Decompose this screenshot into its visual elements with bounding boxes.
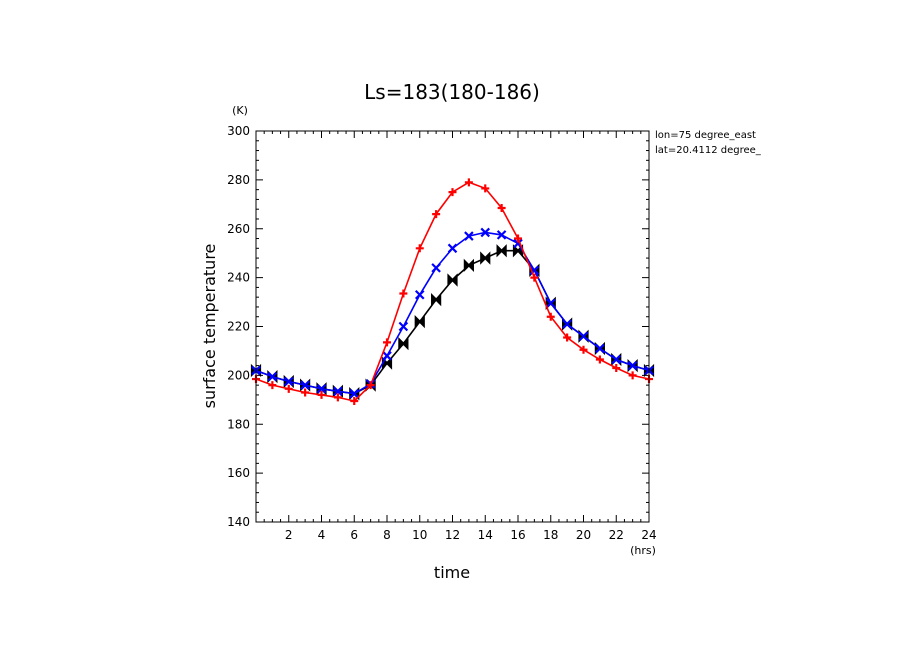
- series-line: [255, 231, 650, 395]
- data-point: [579, 345, 588, 354]
- data-point: [595, 355, 604, 364]
- data-point: [383, 338, 391, 347]
- x-tick-label: 6: [350, 528, 358, 542]
- data-point: [283, 376, 294, 387]
- x-axis-label: time: [434, 563, 470, 582]
- x-tick-label: 4: [318, 528, 326, 542]
- data-point: [496, 244, 507, 258]
- x-tick-label: 22: [609, 528, 624, 542]
- x-tick-label: 14: [478, 528, 493, 542]
- data-point: [612, 364, 621, 373]
- y-tick-label: 260: [227, 222, 250, 236]
- y-tick-label: 280: [227, 173, 250, 187]
- data-point: [496, 230, 507, 240]
- data-point: [350, 397, 359, 406]
- data-point: [627, 360, 638, 371]
- data-point: [514, 234, 522, 243]
- x-tick-label: 2: [285, 528, 293, 542]
- data-point: [464, 178, 473, 187]
- data-point: [431, 292, 442, 307]
- x-unit-label: (hrs): [630, 544, 656, 557]
- data-point: [562, 319, 572, 329]
- data-point: [628, 371, 637, 380]
- data-point: [300, 380, 310, 390]
- y-tick-label: 220: [227, 320, 250, 334]
- series-line: [255, 249, 650, 395]
- lon-info: lon=75 degree_east: [655, 130, 756, 141]
- x-tick-label: 18: [543, 528, 558, 542]
- x-tick-label: 10: [412, 528, 427, 542]
- data-point: [481, 184, 490, 193]
- data-point: [301, 388, 310, 397]
- data-point: [414, 314, 425, 329]
- data-point: [284, 384, 293, 393]
- data-point: [497, 203, 506, 212]
- data-point: [545, 298, 556, 309]
- data-point: [480, 251, 491, 265]
- y-tick-label: 160: [227, 466, 250, 480]
- data-point: [431, 263, 441, 273]
- data-point: [267, 371, 278, 382]
- data-point: [268, 381, 277, 390]
- data-point: [448, 188, 457, 197]
- x-tick-label: 16: [510, 528, 525, 542]
- y-unit-label: (K): [232, 104, 248, 117]
- plot-frame: [255, 130, 650, 523]
- data-point: [382, 351, 392, 361]
- y-tick-label: 300: [227, 124, 250, 138]
- data-point: [480, 227, 491, 238]
- series-2: [252, 178, 653, 406]
- data-point: [366, 381, 375, 390]
- series-1: [251, 227, 654, 399]
- y-tick-label: 140: [227, 515, 250, 529]
- data-point: [464, 231, 474, 241]
- data-point: [447, 243, 458, 254]
- lat-info: lat=20.4112 degree_: [655, 145, 762, 156]
- data-point: [463, 258, 474, 273]
- data-point: [333, 393, 342, 402]
- data-point: [415, 244, 424, 253]
- y-tick-label: 240: [227, 271, 250, 285]
- x-tick-label: 24: [641, 528, 656, 542]
- data-point: [595, 343, 605, 354]
- series-layer: [250, 178, 655, 406]
- series-line: [255, 181, 650, 402]
- data-point: [611, 354, 622, 365]
- tick-labels: 2 4 6 8 10 12 14 16 18 20 22 2414016018020022024026…: [227, 124, 657, 542]
- data-point: [563, 333, 572, 342]
- data-point: [447, 273, 458, 287]
- y-tick-label: 180: [227, 417, 250, 431]
- data-point: [432, 210, 441, 219]
- x-tick-label: 8: [383, 528, 391, 542]
- y-axis-label: surface temperature: [200, 244, 219, 409]
- data-point: [578, 331, 589, 342]
- chart-title: Ls=183(180-186): [364, 80, 540, 104]
- data-point: [530, 273, 539, 282]
- x-tick-label: 12: [445, 528, 460, 542]
- data-point: [333, 386, 343, 397]
- data-point: [317, 390, 326, 399]
- data-point: [398, 336, 409, 351]
- x-tick-label: 20: [576, 528, 591, 542]
- y-tick-label: 200: [227, 368, 250, 382]
- data-point: [546, 312, 555, 321]
- series-0: [250, 244, 655, 401]
- data-point: [399, 289, 408, 298]
- data-point: [414, 289, 425, 300]
- data-point: [398, 321, 409, 332]
- data-point: [349, 388, 360, 399]
- data-point: [316, 384, 327, 394]
